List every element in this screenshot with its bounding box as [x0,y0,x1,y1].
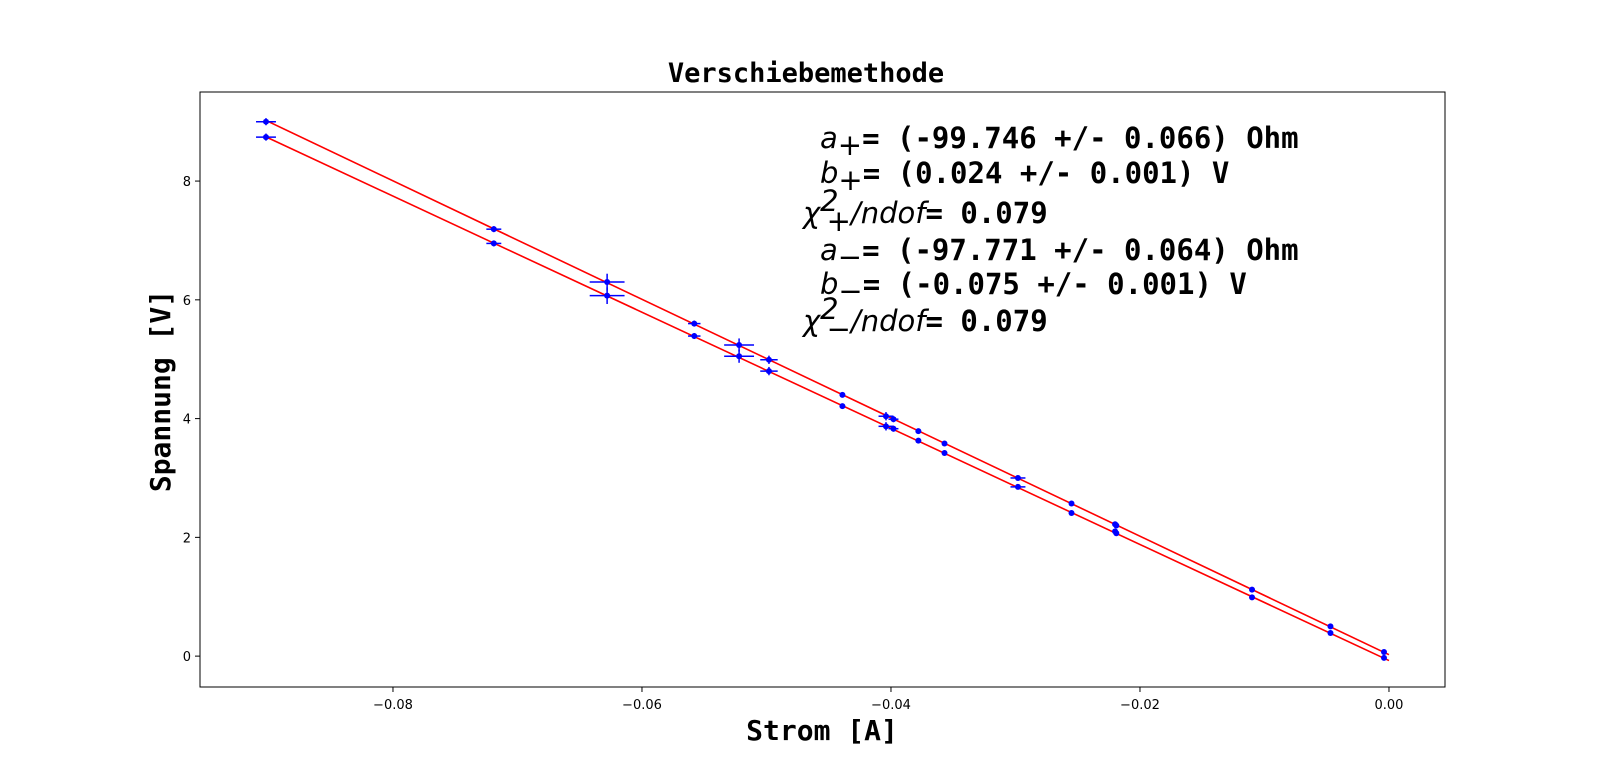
data-point-s2-18 [1380,654,1387,661]
annotation-a-minus: a−= (-97.771 +/- 0.064) Ohm [820,233,1299,274]
y-tick-label: 8 [183,175,191,190]
y-ticks: 0 2 4 6 8 [183,175,200,665]
y-tick-label: 6 [183,294,191,309]
data-point-s1-3 [604,279,611,286]
data-point-s1-12 [1014,474,1021,481]
data-point-s1-9 [890,416,897,423]
annotation-b-plus: b+= (0.024 +/- 0.001) V [820,156,1229,197]
b-minus-value: = (-0.075 +/- 0.001) V [863,267,1247,301]
data-point-s2-9 [890,425,897,432]
chi-minus-superscript: 2 [820,292,838,326]
data-point-s1-10 [915,428,922,435]
a-plus-subscript: + [838,128,862,162]
chi-plus-symbol: χ [801,196,822,230]
fit-lines [265,119,1390,662]
y-tick-label: 4 [183,413,191,428]
data-point-s2-5 [736,353,743,360]
b-plus-symbol: b [820,156,838,190]
data-point-s2-17 [1327,629,1334,636]
x-tick-label: 0.00 [1374,698,1403,713]
a-minus-subscript: − [838,240,862,274]
chart-title: Verschiebemethode [668,58,944,89]
chi-plus-superscript: 2 [820,184,838,218]
chi-plus-subscript: + [827,204,851,238]
a-minus-symbol: a [820,233,838,267]
data-point-s2-3 [604,292,611,299]
b-plus-value: = (0.024 +/- 0.001) V [863,156,1230,190]
data-point-s1-11 [941,440,948,447]
data-points [262,118,1387,661]
y-tick-label: 0 [183,650,191,665]
data-point-s2-6 [765,368,772,375]
chi-minus-value: = 0.079 [925,304,1047,338]
data-point-s2-1 [262,134,269,141]
data-point-s1-16 [1249,586,1256,593]
data-point-s2-2 [490,240,497,247]
data-point-s2-13 [1068,510,1075,517]
x-tick-label: −0.04 [871,698,911,713]
plot-frame [199,91,1446,688]
data-point-s1-8 [882,413,889,420]
data-point-s2-16 [1249,594,1256,601]
data-point-s1-17 [1327,623,1334,630]
chi-minus-subscript: − [827,312,851,346]
data-point-s2-7 [839,403,846,410]
x-axis-title: Strom [A] [746,714,898,747]
data-point-s1-6 [765,356,772,363]
a-plus-value: = (-99.746 +/- 0.066) Ohm [862,121,1299,155]
data-point-s1-15 [1113,522,1120,529]
data-point-s2-11 [941,450,948,457]
x-ticks: −0.08 −0.06 −0.04 −0.02 0.00 [373,687,1403,713]
annotation-a-plus: a+= (-99.746 +/- 0.066) Ohm [820,121,1299,162]
chi-plus-value: = 0.079 [925,196,1047,230]
chi-minus-symbol: χ [801,304,822,338]
b-minus-subscript: − [838,274,862,308]
annotation-chi-minus: χ2 −/ndof= 0.079 [801,292,1048,346]
data-point-s2-15 [1113,530,1120,537]
data-point-s1-5 [736,341,743,348]
fit-line-1 [265,119,1390,656]
x-tick-label: −0.08 [373,698,413,713]
fit-annotations: a+= (-99.746 +/- 0.066) Ohm b+= (0.024 +… [801,121,1299,346]
b-minus-symbol: b [820,267,838,301]
data-point-s1-4 [691,320,698,327]
data-point-s1-7 [839,391,846,398]
b-plus-subscript: + [838,163,862,197]
data-point-s2-4 [691,333,698,340]
chi-plus-ndof: /ndof [848,196,929,230]
data-point-s2-10 [915,437,922,444]
y-axis-title: Spannung [V] [144,290,177,492]
annotation-chi-plus: χ2 +/ndof= 0.079 [801,184,1048,238]
annotation-b-minus: b−= (-0.075 +/- 0.001) V [820,267,1247,308]
data-point-s2-12 [1014,483,1021,490]
data-point-s1-13 [1068,500,1075,507]
fit-line-2 [265,136,1390,662]
a-plus-symbol: a [820,121,838,155]
x-tick-label: −0.02 [1120,698,1160,713]
data-point-s2-8 [882,423,889,430]
data-point-s1-1 [262,118,269,125]
y-tick-label: 2 [183,531,191,546]
a-minus-value: = (-97.771 +/- 0.064) Ohm [862,233,1299,267]
data-point-s1-18 [1380,648,1387,655]
chi-minus-ndof: /ndof [848,304,929,338]
x-tick-label: −0.06 [622,698,662,713]
data-point-s1-2 [490,226,497,233]
